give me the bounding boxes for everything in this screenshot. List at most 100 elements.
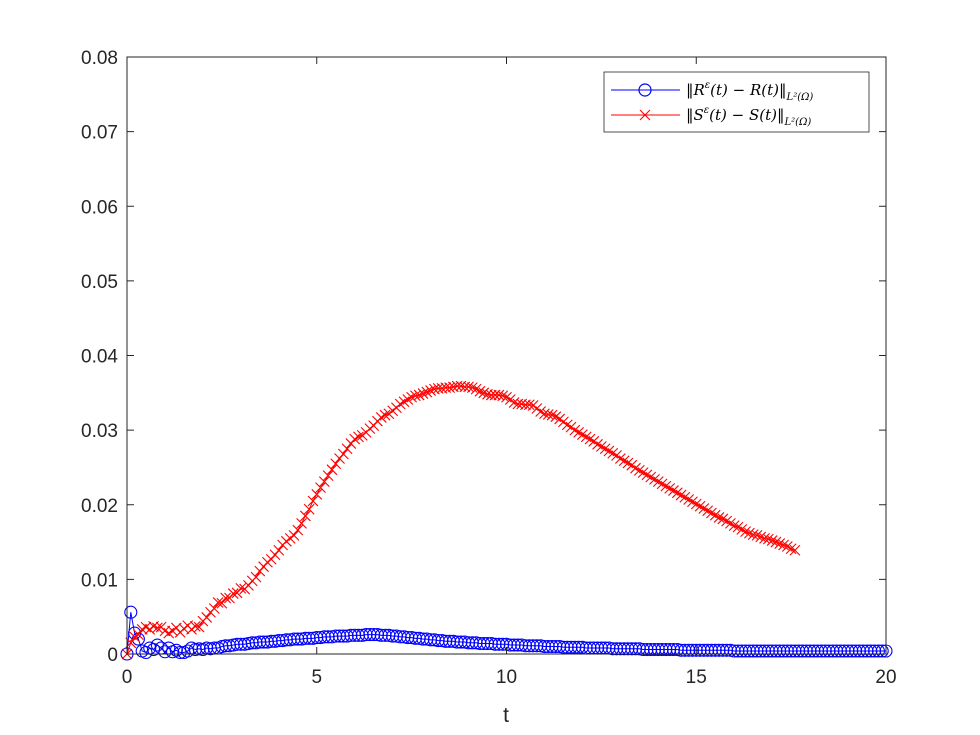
data-point [351, 628, 366, 642]
data-point [750, 644, 764, 658]
tick-layer: 0 5 10 15 20 0 0.01 0.02 0.03 0.04 0.05 0.06 0.07 0.0… [81, 48, 897, 688]
data-point [625, 642, 639, 656]
data-point [173, 645, 187, 660]
y-tick-label: 0.05 [81, 272, 118, 293]
data-point [337, 448, 349, 460]
data-point [220, 592, 232, 604]
data-point [762, 533, 774, 545]
data-point [257, 635, 271, 649]
data-point [803, 644, 817, 658]
data-point [811, 644, 825, 658]
data-point [348, 628, 362, 642]
data-point [743, 527, 755, 539]
data-point [572, 640, 586, 654]
data-point [431, 634, 445, 648]
data-point [461, 636, 476, 650]
data-point [826, 644, 840, 658]
data-point [359, 628, 373, 642]
data-point [833, 644, 848, 658]
data-point [666, 642, 681, 657]
data-point [704, 643, 718, 657]
legend-label-r: ‖Rε(t) − R(t)‖L²(Ω) [686, 80, 813, 103]
data-point [864, 644, 878, 658]
data-point [754, 644, 768, 658]
data-point [545, 639, 559, 654]
data-point [336, 629, 350, 643]
data-point [856, 644, 870, 658]
data-point [386, 629, 400, 643]
y-tick-label: 0.03 [81, 421, 118, 442]
data-point [537, 639, 552, 654]
data-point [792, 644, 806, 658]
data-point [264, 634, 278, 648]
data-point [450, 635, 464, 649]
data-point [774, 538, 786, 549]
data-point [663, 642, 677, 657]
legend-circle-marker [638, 83, 652, 97]
data-point [713, 512, 725, 523]
data-point [728, 520, 740, 532]
data-point [799, 644, 813, 658]
data-point [852, 644, 866, 658]
data-point [644, 642, 658, 657]
data-point [299, 510, 311, 522]
data-point [549, 639, 563, 654]
data-point [674, 643, 688, 657]
data-point [474, 385, 486, 397]
data-point [139, 645, 153, 660]
data-point [326, 464, 338, 476]
data-point [410, 390, 421, 402]
data-point [526, 639, 540, 653]
data-point [708, 643, 722, 657]
data-point [542, 409, 554, 420]
data-point [212, 597, 224, 608]
data-point [530, 639, 544, 653]
data-point [818, 644, 832, 658]
data-point [727, 644, 741, 658]
x-tick-label: 0 [122, 667, 133, 688]
data-point [315, 482, 326, 493]
data-point [761, 644, 775, 658]
data-point [189, 620, 201, 632]
data-point [463, 381, 474, 393]
data-point [701, 643, 715, 657]
data-point [341, 443, 353, 455]
data-point [822, 644, 836, 658]
data-point [651, 642, 665, 657]
data-point [678, 643, 692, 657]
data-point [227, 588, 239, 599]
data-point [766, 535, 778, 546]
data-point [279, 633, 293, 647]
data-point [606, 642, 620, 656]
data-point [443, 634, 457, 648]
data-point [655, 642, 669, 657]
data-point [871, 644, 885, 658]
data-point [439, 634, 453, 648]
data-point [250, 571, 262, 583]
data-point [685, 643, 700, 657]
x-tick-label: 15 [686, 667, 707, 688]
data-point [496, 637, 510, 651]
data-point [636, 642, 650, 657]
series-s-error [121, 380, 801, 660]
data-point [485, 389, 497, 401]
data-point [785, 543, 797, 555]
data-point [298, 631, 312, 645]
data-point [287, 632, 301, 646]
data-point [564, 640, 578, 654]
data-point [344, 628, 358, 642]
data-point [291, 632, 305, 646]
data-point [374, 628, 388, 642]
y-tick-label: 0.04 [81, 347, 118, 368]
data-point [780, 644, 794, 658]
data-point [776, 644, 791, 658]
data-point [378, 628, 392, 642]
data-point [770, 536, 782, 548]
data-point [511, 638, 525, 652]
data-point [413, 389, 425, 401]
data-point [216, 597, 228, 609]
data-point [814, 644, 829, 658]
data-point [329, 629, 343, 643]
data-point [617, 642, 631, 656]
x-tick-label: 10 [496, 667, 517, 688]
